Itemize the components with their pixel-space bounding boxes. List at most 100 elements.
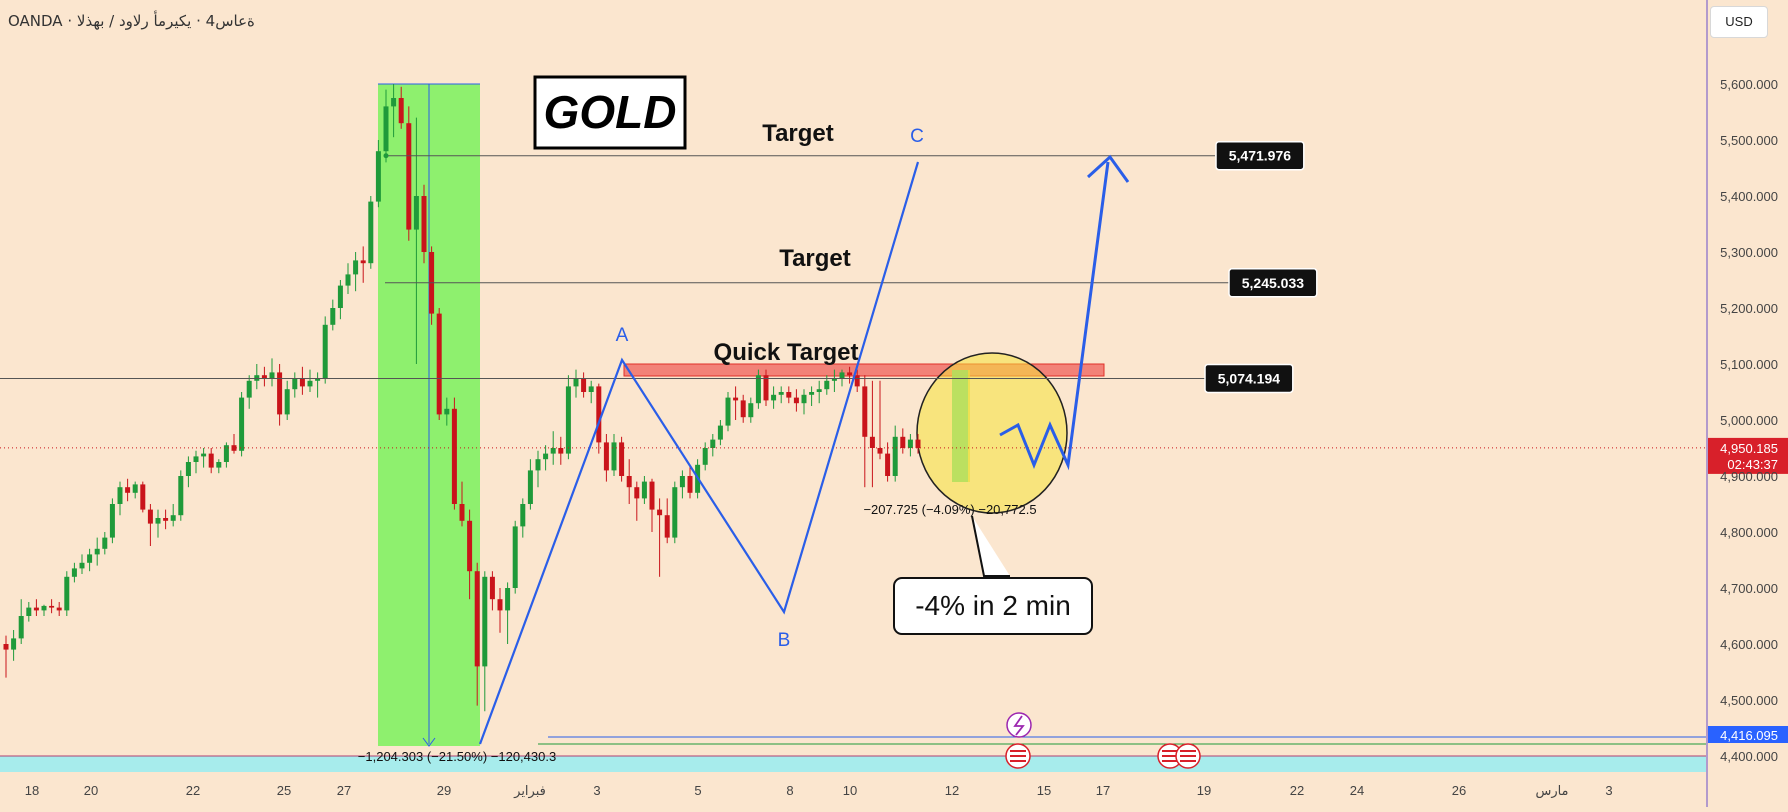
candle-body	[398, 98, 404, 124]
callout-box	[893, 577, 1093, 635]
x-axis-tick-label: 26	[1452, 783, 1466, 798]
candle-body	[322, 324, 328, 378]
x-axis-tick-label: فبراير	[513, 783, 546, 799]
candle-body	[345, 274, 351, 286]
candle-body	[94, 548, 100, 555]
current-price-value: 4,950.185	[1720, 441, 1778, 456]
candle-body	[41, 605, 47, 611]
y-axis-tick-label: 4,600.000	[1720, 637, 1778, 652]
candle-body	[664, 515, 670, 538]
y-axis-tick-label: 4,700.000	[1720, 581, 1778, 596]
x-axis-tick-label: 24	[1350, 783, 1364, 798]
candle-body	[831, 378, 837, 381]
candle-body	[87, 554, 93, 563]
candle-body	[102, 537, 108, 549]
candle-body	[436, 313, 442, 415]
candle-body	[353, 260, 359, 275]
y-axis-tick-label: 5,200.000	[1720, 301, 1778, 316]
candle-body	[163, 518, 169, 521]
x-axis-tick-label: 18	[25, 783, 39, 798]
candle-body	[140, 484, 146, 510]
candle-body	[299, 378, 305, 387]
candle-body	[824, 380, 830, 390]
candle-body	[26, 607, 32, 616]
candle-body	[763, 375, 769, 401]
candle-body	[869, 436, 875, 448]
support-price-value: 4,416.095	[1720, 728, 1778, 743]
y-axis-tick-label: 5,500.000	[1720, 133, 1778, 148]
candle-body	[634, 487, 640, 499]
candle-body	[740, 400, 746, 418]
target-label: Target	[762, 120, 834, 147]
green-zone-arrow-head	[422, 737, 436, 747]
candle-body	[907, 439, 913, 448]
candle-body	[284, 389, 290, 415]
candle-body	[687, 476, 693, 493]
candle-body	[603, 442, 609, 471]
candle-body	[239, 397, 245, 451]
candle-body	[444, 408, 450, 415]
candle-body	[64, 576, 70, 611]
candle-body	[649, 481, 655, 510]
candle-body	[269, 372, 275, 378]
current-price-tag	[1708, 437, 1788, 474]
y-axis-tick-label: 4,500.000	[1720, 693, 1778, 708]
candle-body	[847, 372, 853, 376]
y-axis-tick-label: 5,000.000	[1720, 413, 1778, 428]
candle-body	[125, 487, 131, 493]
x-axis-tick-label: 19	[1197, 783, 1211, 798]
candle-body	[56, 607, 62, 611]
candle-body	[33, 607, 39, 611]
candle-body	[223, 445, 229, 462]
candle-body	[193, 456, 199, 462]
yellow-highlight-circle	[916, 352, 1068, 514]
candle-body	[330, 308, 336, 325]
candle-body	[482, 576, 488, 667]
y-axis-tick-label: 5,300.000	[1720, 245, 1778, 260]
x-axis-tick-label: 15	[1037, 783, 1051, 798]
candle-body	[702, 448, 708, 465]
candle-body	[862, 386, 868, 437]
candle-body	[292, 378, 298, 390]
candle-body	[147, 509, 153, 524]
candle-body	[581, 378, 587, 392]
candle-body	[854, 375, 860, 387]
candle-body	[657, 509, 663, 516]
candle-body	[117, 487, 123, 504]
candle-body	[79, 562, 85, 569]
lightning-event-icon[interactable]	[1006, 712, 1032, 738]
candle-body	[360, 260, 366, 264]
currency-button[interactable]: USD	[1710, 6, 1768, 38]
x-axis-tick-label: 29	[437, 783, 451, 798]
gold-title-box	[533, 75, 687, 150]
candle-body	[550, 448, 556, 454]
candle-body	[383, 106, 389, 152]
candle-body	[793, 397, 799, 404]
candle-body	[3, 644, 9, 650]
candle-body	[915, 439, 921, 448]
x-axis-tick-label: 12	[945, 783, 959, 798]
y-axis-tick-label: 4,400.000	[1720, 749, 1778, 764]
candle-body	[672, 487, 678, 538]
x-axis-tick-label: 3	[593, 783, 600, 798]
candle-body	[467, 520, 473, 572]
green-mini-zone	[952, 370, 968, 482]
callout-text: -4% in 2 min	[915, 590, 1071, 621]
candle-body	[459, 504, 465, 521]
candle-body	[71, 568, 77, 577]
candle-body	[109, 504, 115, 538]
target-price-tag	[1215, 140, 1305, 171]
candle-body	[421, 196, 427, 252]
candle-body	[725, 397, 731, 426]
x-axis-tick-label: 25	[277, 783, 291, 798]
target-label: Quick Target	[714, 339, 859, 366]
candle-body	[626, 476, 632, 488]
candle-body	[755, 375, 761, 404]
candle-body	[185, 462, 191, 476]
candle-body	[49, 605, 55, 608]
candle-body	[307, 380, 313, 387]
candle-body	[246, 380, 252, 398]
y-axis-tick-label: 5,400.000	[1720, 189, 1778, 204]
